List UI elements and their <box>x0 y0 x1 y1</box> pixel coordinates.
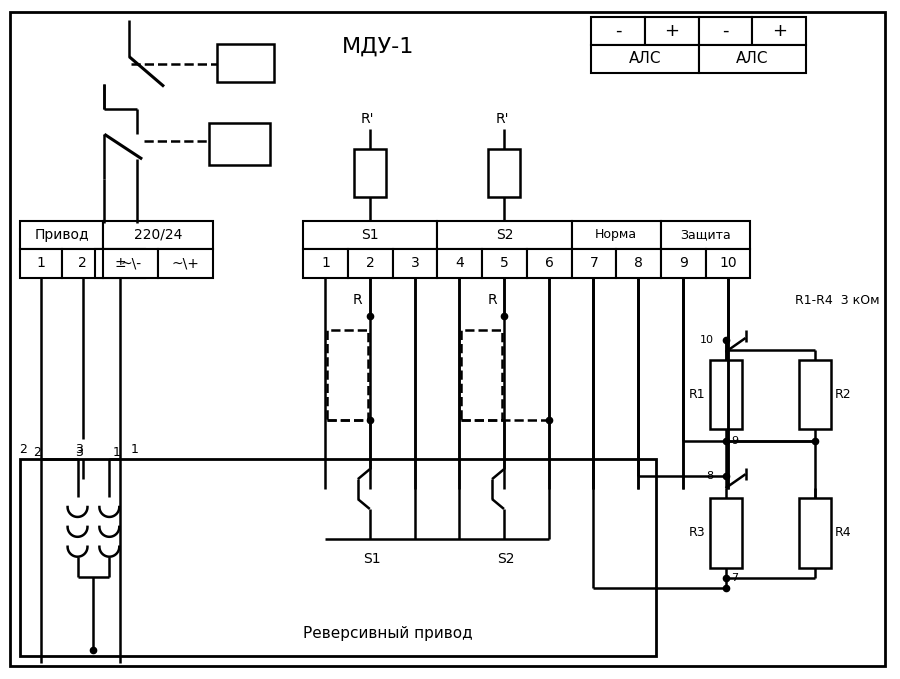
Bar <box>645 17 698 45</box>
Bar <box>799 360 831 429</box>
Bar <box>303 249 348 278</box>
Text: 10: 10 <box>719 257 737 270</box>
Bar <box>482 249 526 278</box>
Text: 8: 8 <box>706 471 714 481</box>
Text: Защита: Защита <box>680 228 731 241</box>
Text: +: + <box>772 22 787 40</box>
Text: R3: R3 <box>689 526 706 539</box>
Text: 4: 4 <box>455 257 464 270</box>
Text: 7: 7 <box>590 257 598 270</box>
Bar <box>461 330 502 420</box>
Bar <box>354 149 386 197</box>
Bar <box>572 249 616 278</box>
Bar <box>616 249 661 278</box>
Bar <box>706 249 751 278</box>
Text: 10: 10 <box>699 335 714 345</box>
Text: -: - <box>723 22 729 40</box>
Bar <box>20 221 104 249</box>
Text: Привод: Привод <box>34 227 89 242</box>
Text: R: R <box>487 293 497 307</box>
Bar <box>591 45 698 73</box>
Text: 1: 1 <box>321 257 330 270</box>
Text: S1: S1 <box>363 551 381 566</box>
Text: 2: 2 <box>32 446 40 459</box>
Text: 1: 1 <box>112 446 121 459</box>
Text: +: + <box>664 22 680 40</box>
Bar <box>572 221 661 249</box>
Bar <box>20 249 61 278</box>
Text: 3: 3 <box>410 257 419 270</box>
Bar <box>488 149 520 197</box>
Bar <box>303 221 437 249</box>
Text: R: R <box>353 293 363 307</box>
Text: ±: ± <box>114 257 126 270</box>
Bar <box>698 45 806 73</box>
Text: АЛС: АЛС <box>736 51 769 66</box>
Text: R1: R1 <box>689 388 706 401</box>
Text: 3: 3 <box>75 446 83 459</box>
Bar <box>661 221 751 249</box>
Text: АЛС: АЛС <box>629 51 661 66</box>
Text: R1-R4  3 кОм: R1-R4 3 кОм <box>796 294 880 307</box>
Bar <box>591 17 645 45</box>
Text: 9: 9 <box>732 437 739 446</box>
Text: S1: S1 <box>362 227 379 242</box>
Bar <box>61 249 104 278</box>
Text: 7: 7 <box>731 572 738 583</box>
Text: ~\+: ~\+ <box>171 257 199 270</box>
Bar <box>104 249 158 278</box>
Text: Норма: Норма <box>595 228 637 241</box>
Bar <box>158 249 212 278</box>
Text: 220/24: 220/24 <box>134 227 182 242</box>
Bar <box>20 459 656 656</box>
Text: -: - <box>615 22 622 40</box>
Bar <box>437 221 572 249</box>
Bar <box>392 249 437 278</box>
Bar <box>710 498 742 568</box>
Bar <box>104 221 212 249</box>
Bar <box>752 17 806 45</box>
Bar <box>661 249 706 278</box>
Text: 3: 3 <box>75 443 83 456</box>
Text: 2: 2 <box>366 257 374 270</box>
Bar <box>526 249 572 278</box>
Text: 1: 1 <box>130 443 138 456</box>
Text: S2: S2 <box>497 551 515 566</box>
Bar <box>698 17 752 45</box>
Bar <box>327 330 368 420</box>
Text: 2: 2 <box>19 443 27 456</box>
Bar <box>217 43 274 81</box>
Text: 5: 5 <box>500 257 508 270</box>
Text: 6: 6 <box>544 257 554 270</box>
Text: R': R' <box>495 112 508 126</box>
Text: R4: R4 <box>835 526 851 539</box>
Text: 2: 2 <box>78 257 87 270</box>
Text: 8: 8 <box>634 257 644 270</box>
Text: 9: 9 <box>679 257 688 270</box>
Bar <box>710 360 742 429</box>
Bar <box>95 249 145 278</box>
Text: R': R' <box>361 112 374 126</box>
Text: R2: R2 <box>835 388 851 401</box>
Bar <box>799 498 831 568</box>
Bar <box>209 124 270 165</box>
Text: Реверсивный привод: Реверсивный привод <box>303 626 472 641</box>
Text: ~\-: ~\- <box>121 257 141 270</box>
Text: МДУ-1: МДУ-1 <box>341 37 414 57</box>
Bar <box>348 249 392 278</box>
Bar <box>437 249 482 278</box>
Text: 1: 1 <box>36 257 45 270</box>
Text: S2: S2 <box>496 227 513 242</box>
